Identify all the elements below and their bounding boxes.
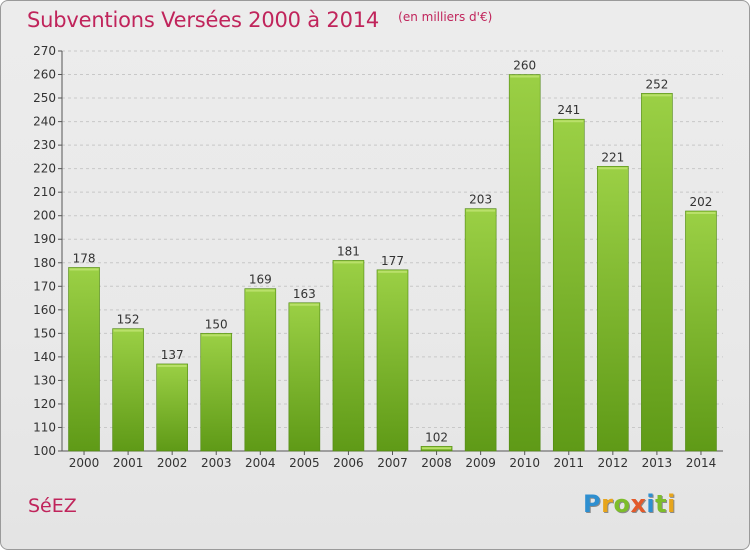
data-label: 241 <box>557 103 580 117</box>
y-tick-label: 220 <box>33 162 56 176</box>
data-label: 102 <box>425 430 448 444</box>
data-label: 221 <box>601 150 624 164</box>
bar-highlight <box>378 270 407 273</box>
y-tick-label: 110 <box>33 420 56 434</box>
logo-letter: x <box>630 490 647 518</box>
bar-2003 <box>200 333 233 452</box>
bar-highlight <box>598 167 628 170</box>
bar-2013 <box>641 93 673 452</box>
bar-highlight <box>686 212 716 214</box>
logo-letter: r <box>601 490 614 518</box>
bar-highlight <box>642 94 672 97</box>
y-tick-label: 270 <box>33 44 56 58</box>
y-tick-label: 140 <box>33 350 56 364</box>
x-tick-label: 2007 <box>377 456 408 470</box>
bar-highlight <box>201 334 231 337</box>
data-label: 252 <box>645 77 668 91</box>
bar-highlight <box>245 289 275 292</box>
x-tick-label: 2009 <box>465 456 496 470</box>
x-tick-label: 2003 <box>201 456 232 470</box>
data-label: 203 <box>469 193 492 207</box>
logo-letter: P <box>583 490 602 518</box>
data-label: 137 <box>161 348 184 362</box>
title-row: Subventions Versées 2000 à 2014 (en mill… <box>27 8 492 32</box>
logo-letter: o <box>613 490 631 518</box>
y-tick-label: 130 <box>33 373 56 387</box>
x-tick-label: 2006 <box>333 456 364 470</box>
x-tick-label: 2000 <box>69 456 100 470</box>
bar-2014 <box>685 210 717 452</box>
bars <box>68 74 717 452</box>
bar-highlight <box>113 329 143 332</box>
x-tick-label: 2008 <box>421 456 452 470</box>
bar-highlight <box>289 303 319 306</box>
bar-highlight <box>157 364 187 367</box>
data-labels: 178 152 137 150 169 163 181 177 102 203 260 241 221 2… <box>73 59 713 445</box>
bar-highlight <box>554 120 584 123</box>
bar-2010 <box>508 74 541 452</box>
x-tick-label: 2005 <box>289 456 320 470</box>
y-tick-label: 120 <box>33 397 56 411</box>
y-tick-label: 200 <box>33 209 56 223</box>
data-label: 178 <box>73 251 96 265</box>
x-tick-label: 2011 <box>553 456 584 470</box>
bar-2012 <box>597 165 629 452</box>
data-label: 260 <box>513 59 536 73</box>
x-tick-label: 2013 <box>642 456 673 470</box>
bar-highlight <box>510 75 540 78</box>
bar-2004 <box>244 288 277 452</box>
x-tick-label: 2010 <box>509 456 540 470</box>
bar-highlight <box>69 268 99 271</box>
data-label: 181 <box>337 244 360 258</box>
y-tick-label: 210 <box>33 185 56 199</box>
y-tick-label: 190 <box>33 232 56 246</box>
bar-2007 <box>376 269 409 452</box>
x-tick-label: 2001 <box>113 456 144 470</box>
bar-highlight <box>333 261 363 264</box>
y-tick-label: 150 <box>33 326 56 340</box>
data-label: 177 <box>381 254 404 268</box>
data-label: 202 <box>690 195 713 209</box>
bar-highlight <box>422 447 452 450</box>
y-tick-label: 250 <box>33 91 56 105</box>
y-tick-label: 260 <box>33 68 56 82</box>
y-tick-label: 160 <box>33 303 56 317</box>
x-tick-label: 2002 <box>157 456 188 470</box>
logo-letter: i <box>646 490 656 518</box>
bar-2009 <box>464 208 497 452</box>
x-tick-label: 2004 <box>245 456 276 470</box>
y-tick-label: 240 <box>33 115 56 129</box>
bar-2011 <box>552 118 585 452</box>
logo-letter: i <box>667 490 676 518</box>
bar-2005 <box>288 302 321 452</box>
y-tick-label: 100 <box>33 444 56 458</box>
y-tick-label: 170 <box>33 279 56 293</box>
proxiti-logo: Proxiti <box>583 490 676 518</box>
x-tick-label: 2012 <box>598 456 629 470</box>
chart-subtitle: (en milliers d'€) <box>398 10 493 24</box>
place-name: SéEZ <box>28 495 77 517</box>
chart-title: Subventions Versées 2000 à 2014 <box>27 8 380 32</box>
data-label: 152 <box>117 313 140 327</box>
bar-2000 <box>68 267 100 452</box>
y-tick-label: 180 <box>33 256 56 270</box>
bar-2002 <box>156 363 188 452</box>
y-tick-label: 230 <box>33 138 56 152</box>
x-tick-label: 2014 <box>686 456 717 470</box>
bar-2001 <box>112 328 144 452</box>
data-label: 163 <box>293 287 316 301</box>
axes: 1001101201301401501601701801902002102202… <box>33 44 723 470</box>
data-label: 150 <box>205 317 228 331</box>
data-label: 169 <box>249 273 272 287</box>
bar-highlight <box>466 209 496 212</box>
logo-letter: t <box>655 490 668 518</box>
bar-2006 <box>332 260 365 452</box>
